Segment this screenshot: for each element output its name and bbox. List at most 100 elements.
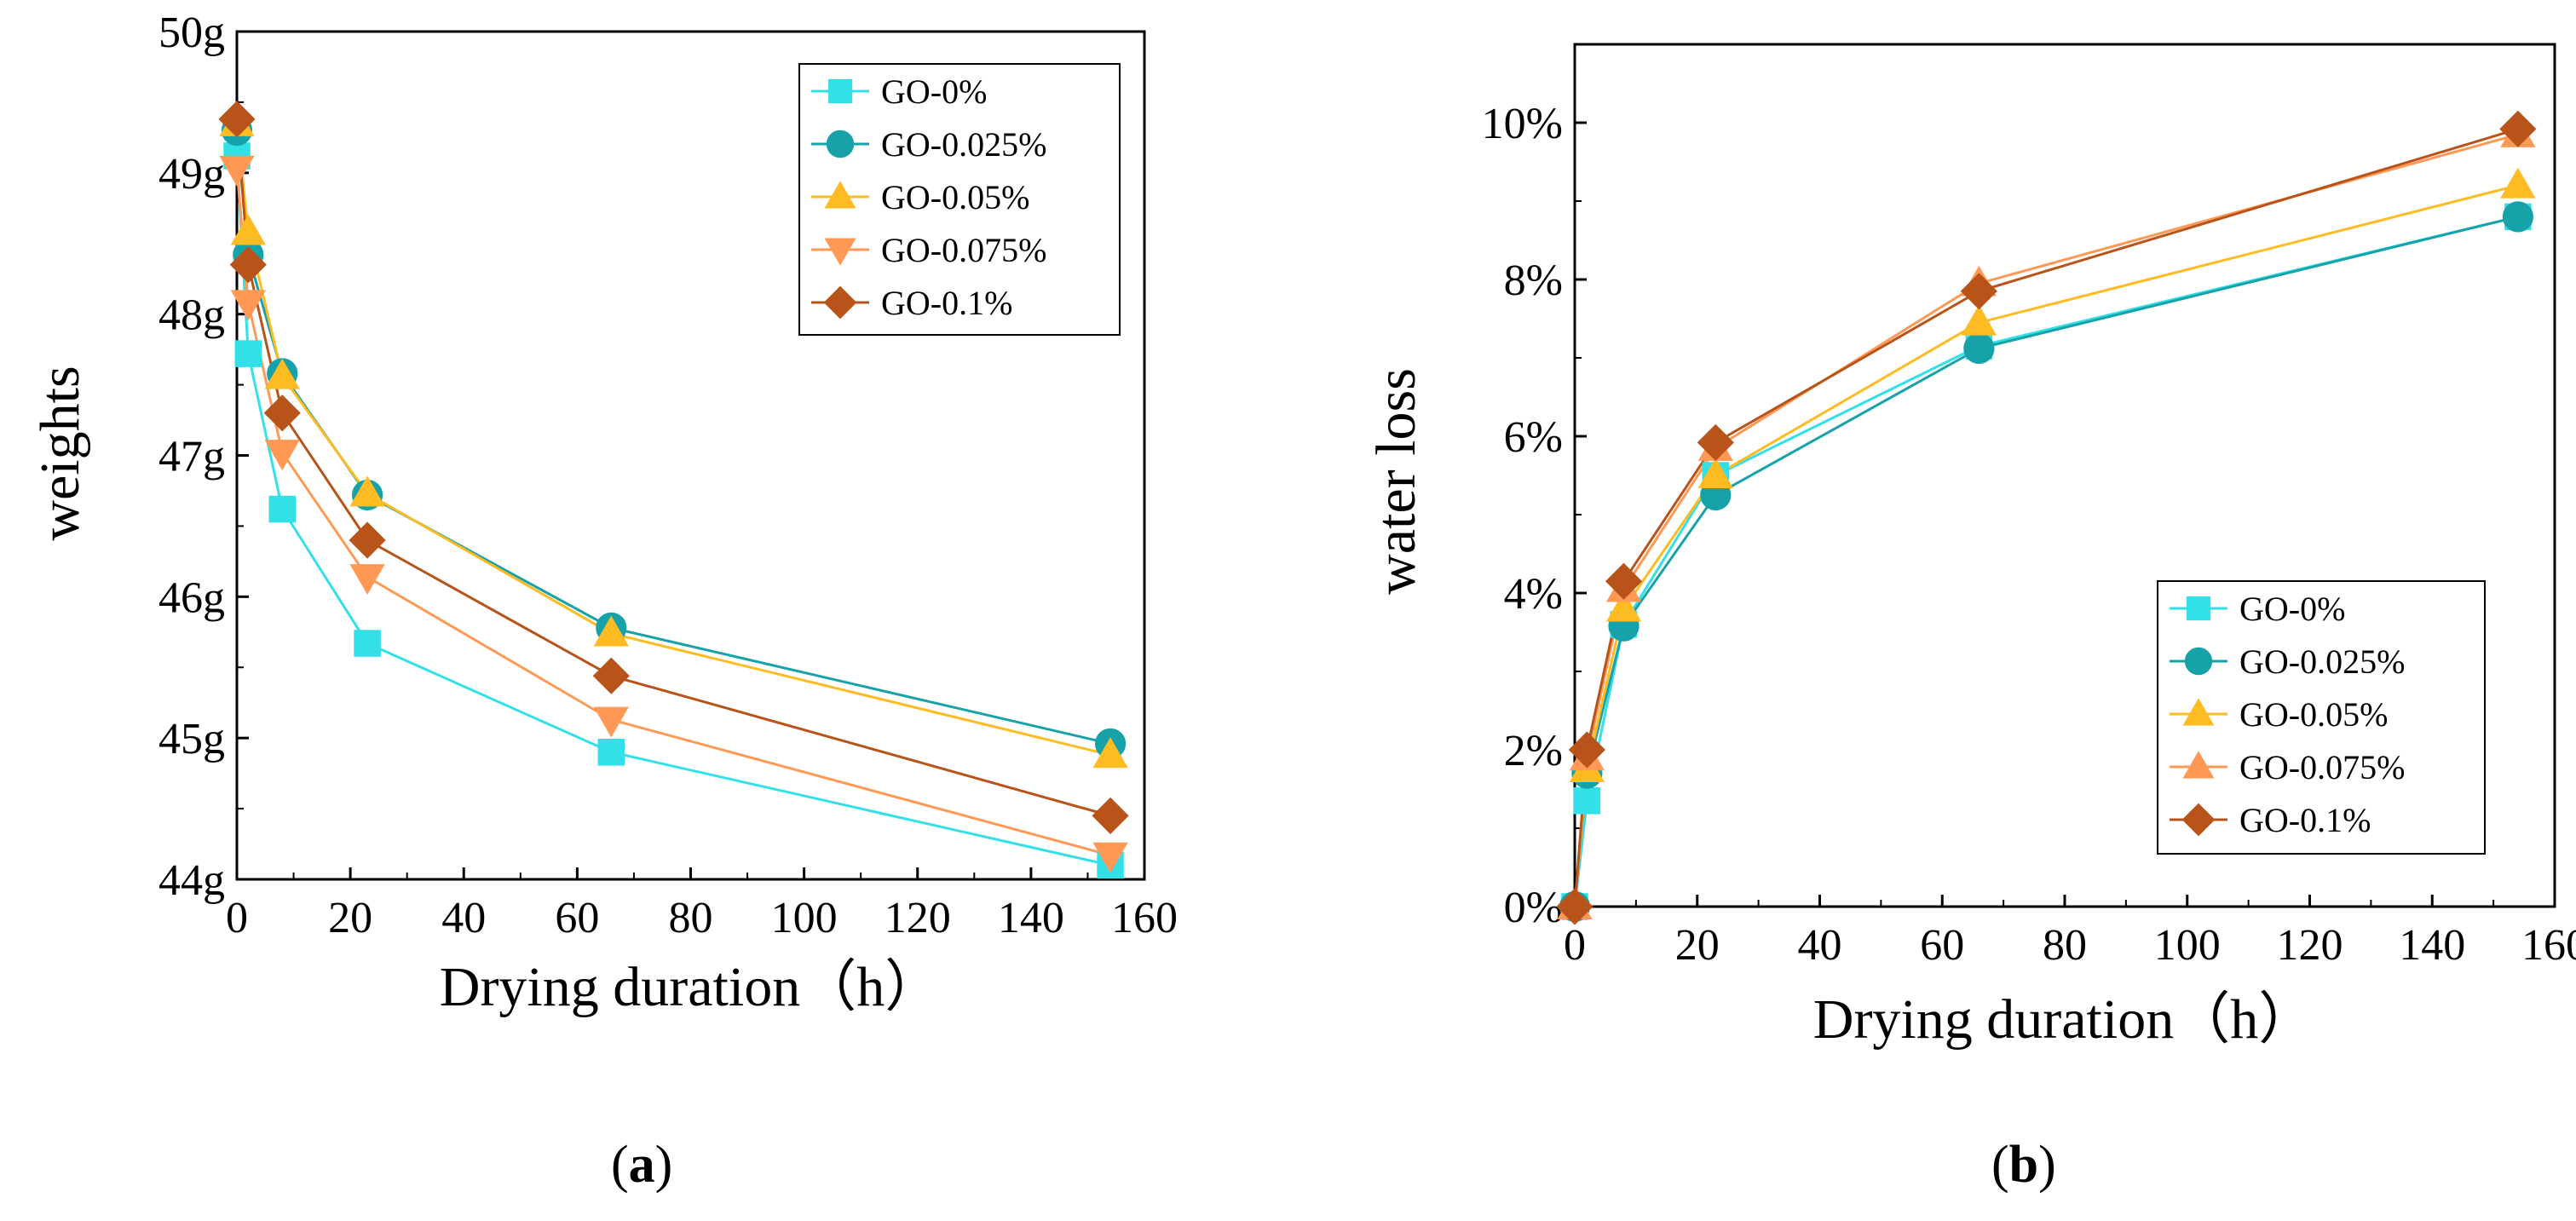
x-axis-title: Drying duration（h） <box>440 956 941 1018</box>
data-point <box>1605 562 1643 600</box>
data-point <box>1092 737 1128 769</box>
x-tick-label: 100 <box>771 894 838 942</box>
data-point <box>354 630 381 657</box>
data-point <box>1961 304 1997 336</box>
legend-marker <box>826 130 855 158</box>
legend-marker <box>2184 647 2213 676</box>
x-tick-label: 80 <box>2043 921 2087 970</box>
x-axis-title: Drying duration（h） <box>1813 988 2314 1051</box>
legend-marker <box>2182 751 2215 779</box>
data-point <box>268 495 297 523</box>
x-tick-label: 120 <box>885 894 951 942</box>
data-point <box>1697 458 1733 489</box>
data-point <box>2500 167 2536 199</box>
y-tick-label: 0% <box>1504 884 1563 932</box>
y-tick-label: 2% <box>1504 727 1563 775</box>
y-tick-label: 4% <box>1504 570 1563 619</box>
data-point <box>1092 842 1128 873</box>
legend-marker <box>2182 698 2215 726</box>
data-point <box>2502 201 2533 233</box>
x-tick-label: 40 <box>441 894 486 942</box>
data-point <box>593 615 629 647</box>
x-tick-label: 100 <box>2154 921 2221 970</box>
x-tick-label: 40 <box>1798 921 1842 970</box>
legend-marker <box>824 238 856 266</box>
chart-panel-b: 0 20 40 60 80 100 120 140 160 0% 2% 4% 6% 8% 10% water … <box>1365 43 2576 1194</box>
legend-marker <box>824 181 856 209</box>
data-point <box>1960 273 1997 310</box>
x-tick-label: 120 <box>2277 921 2343 970</box>
legend-box <box>798 63 1121 336</box>
legend-marker <box>2186 596 2211 621</box>
legend-label: GO-0.025% <box>2239 642 2405 681</box>
legend-box <box>2157 580 2486 855</box>
y-tick-label: 45g <box>158 715 225 763</box>
legend-marker <box>823 285 857 320</box>
data-point <box>1573 787 1601 815</box>
caption-close: ) <box>2038 1136 2056 1194</box>
chart-panel-a: 0 20 40 60 80 100 120 140 160 44g 45g 46g 47g 48g 49g 5… <box>29 9 1178 1194</box>
data-point <box>264 440 300 471</box>
series-line-2 <box>235 123 1111 757</box>
data-point <box>349 475 385 507</box>
series-line-0 <box>1573 215 2519 907</box>
data-point <box>234 340 262 367</box>
y-tick-label: 6% <box>1504 413 1563 462</box>
data-point <box>2499 110 2537 147</box>
y-axis-title: weights <box>29 366 91 540</box>
caption-close: ) <box>655 1136 673 1194</box>
data-point <box>593 706 629 738</box>
y-tick-label: 49g <box>158 150 225 199</box>
panel-caption: (b) <box>1991 1136 2056 1194</box>
legend-label: GO-0.1% <box>2239 801 2371 839</box>
data-point <box>1556 888 1593 925</box>
y-axis-title: water loss <box>1365 368 1427 595</box>
data-point <box>1697 423 1734 461</box>
y-tick-label: 47g <box>158 433 225 481</box>
data-point <box>597 738 625 766</box>
legend-label: GO-0.075% <box>881 231 1046 269</box>
x-tick-label: 160 <box>1111 894 1178 942</box>
data-point <box>218 101 256 138</box>
series-line-0 <box>235 155 1111 867</box>
data-point <box>263 395 301 432</box>
legend-label: GO-0% <box>881 72 987 111</box>
caption-open: ( <box>611 1136 629 1194</box>
x-tick-label: 0 <box>226 894 248 942</box>
legend-marker <box>827 78 853 104</box>
data-point <box>349 564 385 596</box>
y-tick-label: 48g <box>158 291 225 340</box>
data-point <box>230 290 266 321</box>
legend-label: GO-0.05% <box>2239 695 2388 734</box>
caption-letter: b <box>2009 1136 2038 1194</box>
data-point <box>230 214 266 245</box>
legend-label: GO-0.075% <box>2239 748 2405 786</box>
legend-label: GO-0.05% <box>881 178 1029 216</box>
y-tick-label: 10% <box>1482 100 1563 148</box>
y-tick-label: 50g <box>158 9 225 57</box>
data-point <box>264 358 300 389</box>
x-tick-label: 20 <box>1675 921 1720 970</box>
x-tick-label: 160 <box>2521 921 2576 970</box>
legend-label: GO-0.1% <box>881 284 1012 322</box>
legend-label: GO-0.025% <box>881 125 1046 164</box>
y-tick-label: 46g <box>158 573 225 622</box>
data-point <box>229 246 267 284</box>
x-tick-label: 20 <box>328 894 372 942</box>
legend-label: GO-0% <box>2239 590 2345 628</box>
legend-marker <box>2181 803 2216 837</box>
y-tick-label: 8% <box>1504 256 1563 305</box>
data-point <box>349 521 386 559</box>
y-tick-label: 44g <box>158 856 225 905</box>
x-tick-label: 80 <box>669 894 713 942</box>
data-point <box>1605 590 1642 622</box>
panel-caption: (a) <box>611 1136 672 1194</box>
caption-letter: a <box>629 1136 655 1194</box>
data-point <box>1963 332 1995 365</box>
x-tick-label: 140 <box>2399 921 2465 970</box>
x-tick-label: 140 <box>998 894 1064 942</box>
data-point <box>219 155 255 187</box>
x-tick-label: 0 <box>1564 921 1586 970</box>
x-tick-label: 60 <box>1920 921 1964 970</box>
